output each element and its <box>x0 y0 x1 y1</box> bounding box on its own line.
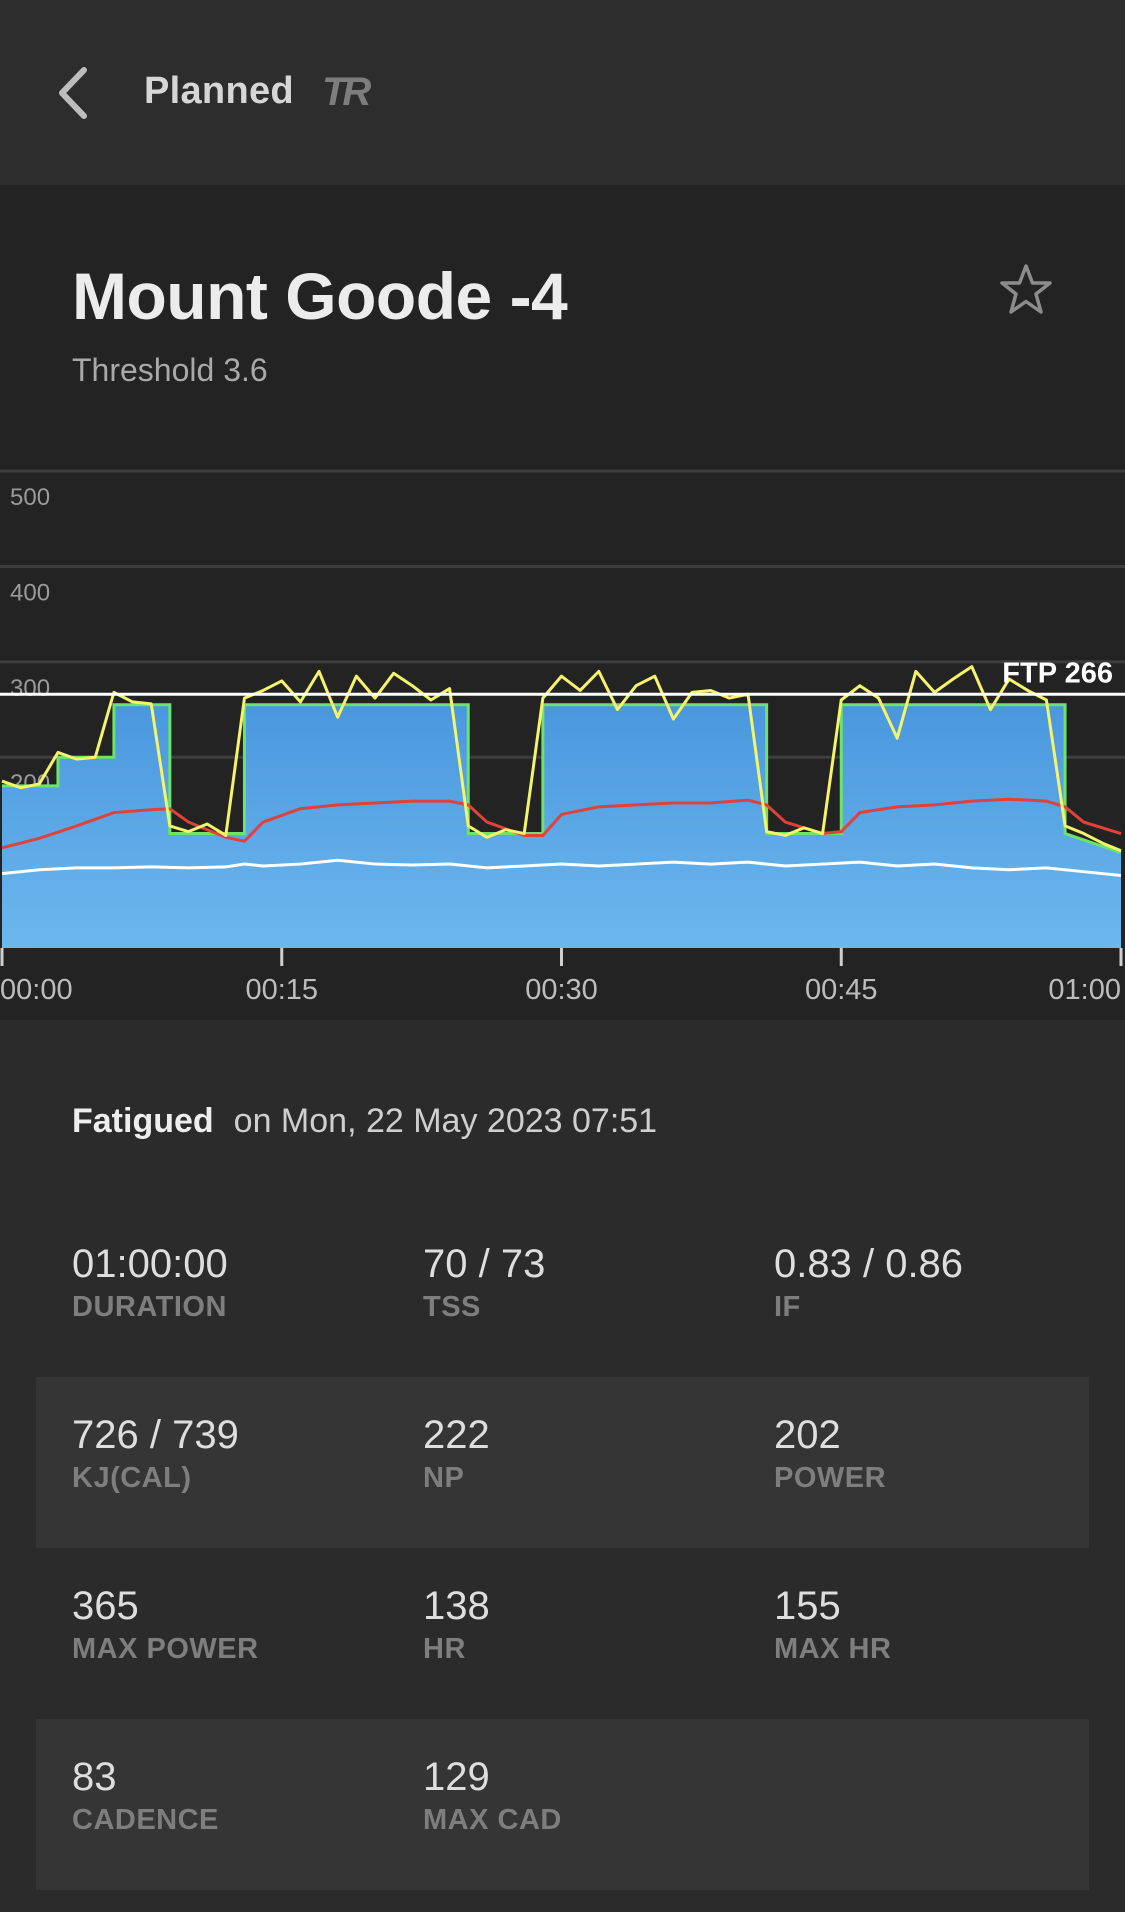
stat-value: 726 / 739 <box>72 1413 239 1457</box>
stat-label: MAX HR <box>774 1633 892 1665</box>
cadence-line <box>1 858 1122 877</box>
stat-label: KJ(CAL) <box>72 1462 192 1494</box>
chart-ftp-line: FTP 266 <box>0 657 1125 696</box>
x-tick-label: 01:00 <box>1048 974 1121 1006</box>
y-tick-label: 400 <box>10 579 50 606</box>
stat-if: 0.83 / 0.86 IF <box>774 1242 963 1324</box>
stats-row: 726 / 739 KJ(CAL) 222 NP 202 POWER <box>36 1377 1089 1548</box>
star-outline-icon <box>1000 264 1052 314</box>
chevron-left-icon <box>59 67 87 119</box>
top-bar: Planned TR <box>0 0 1125 185</box>
stat-value: 222 <box>423 1413 490 1457</box>
stat-max-cad: 129 MAX CAD <box>423 1755 562 1837</box>
status-date: on Mon, 22 May 2023 07:51 <box>233 1102 658 1140</box>
stat-label: POWER <box>774 1462 887 1494</box>
ftp-label: FTP 266 <box>1002 657 1113 689</box>
stat-label: TSS <box>423 1291 481 1323</box>
heart-rate-line <box>1 797 1122 850</box>
stats-row: 365 MAX POWER 138 HR 155 MAX HR <box>36 1548 1089 1719</box>
stat-label: DURATION <box>72 1291 227 1323</box>
stat-max-power: 365 MAX POWER <box>72 1584 259 1666</box>
y-tick-label: 300 <box>10 675 50 702</box>
stat-label: MAX POWER <box>72 1633 259 1665</box>
chart-series <box>1 665 1122 948</box>
workout-status: Fatigued on Mon, 22 May 2023 07:51 <box>72 1102 657 1141</box>
stat-label: NP <box>423 1462 465 1494</box>
stat-label: HR <box>423 1633 466 1665</box>
favorite-button[interactable] <box>998 262 1054 318</box>
stat-power: 202 POWER <box>774 1413 886 1495</box>
stat-duration: 01:00:00 DURATION <box>72 1242 228 1324</box>
workout-title: Mount Goode -4 <box>72 259 568 333</box>
y-tick-label: 500 <box>10 484 50 511</box>
stats-grid: 01:00:00 DURATION 70 / 73 TSS 0.83 / 0.8… <box>36 1206 1089 1890</box>
x-tick-label: 00:15 <box>245 974 318 1006</box>
stat-max-hr: 155 MAX HR <box>774 1584 891 1666</box>
stat-value: 70 / 73 <box>423 1242 546 1286</box>
back-button[interactable] <box>52 64 98 122</box>
x-tick-label: 00:00 <box>0 974 73 1006</box>
stat-value: 83 <box>72 1755 117 1799</box>
target-power-outline <box>2 703 1122 855</box>
x-tick-label: 00:30 <box>525 974 598 1006</box>
workout-subtitle: Threshold 3.6 <box>72 352 268 388</box>
stats-row: 01:00:00 DURATION 70 / 73 TSS 0.83 / 0.8… <box>36 1206 1089 1377</box>
stat-value: 138 <box>423 1584 490 1628</box>
stat-tss: 70 / 73 TSS <box>423 1242 545 1324</box>
x-tick-label: 00:45 <box>805 974 878 1006</box>
header-title: Planned <box>144 70 294 112</box>
stat-value: 01:00:00 <box>72 1242 228 1286</box>
stat-label: IF <box>774 1291 801 1323</box>
stat-label: MAX CAD <box>423 1804 562 1836</box>
stat-value: 202 <box>774 1413 841 1457</box>
power-line <box>1 665 1122 853</box>
chart-x-axis: 00:00 00:15 00:30 00:45 01:00 <box>0 948 1125 1020</box>
status-label: Fatigued <box>72 1102 214 1140</box>
stat-value: 365 <box>72 1584 139 1628</box>
stat-value: 0.83 / 0.86 <box>774 1242 964 1286</box>
stat-cadence: 83 CADENCE <box>72 1755 219 1837</box>
trainerroad-logo: TR <box>322 70 371 114</box>
stats-row: 83 CADENCE 129 MAX CAD <box>36 1719 1089 1890</box>
stat-value: 155 <box>774 1584 841 1628</box>
stat-hr: 138 HR <box>423 1584 490 1666</box>
stat-kj: 726 / 739 KJ(CAL) <box>72 1413 239 1495</box>
stat-value: 129 <box>423 1755 490 1799</box>
stat-np: 222 NP <box>423 1413 490 1495</box>
stat-label: CADENCE <box>72 1804 219 1836</box>
